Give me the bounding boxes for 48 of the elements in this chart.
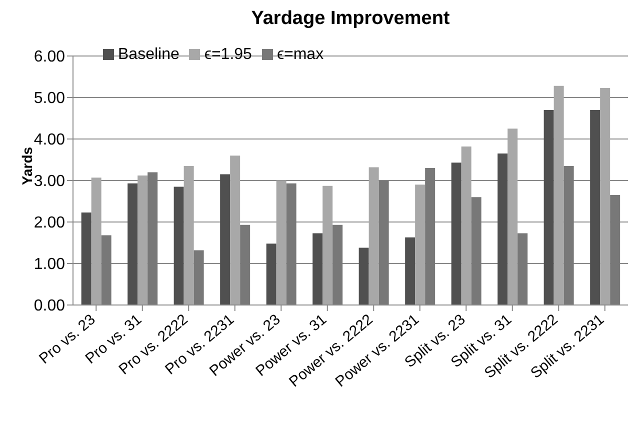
legend-label: ϵ=max: [276, 46, 324, 63]
bar: [600, 88, 610, 305]
bar: [332, 224, 343, 305]
legend-label: ϵ=1.95: [204, 46, 252, 63]
bar: [240, 224, 250, 305]
bar: [544, 110, 554, 305]
bar: [498, 154, 508, 305]
bar: [610, 195, 620, 305]
bar: [276, 180, 286, 305]
bar: [81, 212, 92, 305]
y-tick-label: 0.00: [34, 298, 66, 315]
y-tick-label: 1.00: [34, 256, 66, 274]
bar: [471, 197, 482, 305]
bar: [312, 233, 323, 305]
bar: [554, 86, 564, 305]
bar: [230, 156, 240, 305]
y-tick-label: 5.00: [34, 90, 66, 108]
bar: [286, 183, 296, 305]
bar: [564, 166, 574, 305]
bar: [138, 176, 148, 305]
bar: [451, 162, 462, 305]
y-tick-label: 4.00: [34, 132, 66, 149]
bar: [322, 186, 333, 305]
bar: [194, 250, 204, 305]
bar: [174, 186, 184, 305]
bar: [148, 172, 158, 305]
bar: [368, 167, 379, 305]
bar: [91, 178, 102, 305]
bar: [128, 183, 138, 305]
y-axis-title: Yards: [19, 146, 36, 186]
bar: [415, 184, 426, 305]
bar: [358, 248, 369, 305]
bar: [220, 174, 230, 305]
chart-title: Yardage Improvement: [250, 8, 451, 30]
bar: [405, 237, 416, 305]
bar: [101, 235, 112, 305]
y-tick-label: 3.00: [34, 173, 66, 190]
bar: [590, 110, 600, 305]
bar: [518, 233, 528, 305]
bar: [425, 168, 436, 305]
legend-label: Baseline: [118, 46, 180, 63]
bar: [508, 128, 518, 305]
bar: [378, 180, 389, 305]
bar: [266, 244, 276, 305]
bar: [184, 166, 194, 305]
y-tick-label: 2.00: [34, 214, 66, 232]
y-tick-label: 6.00: [34, 48, 66, 66]
bar: [461, 146, 472, 305]
